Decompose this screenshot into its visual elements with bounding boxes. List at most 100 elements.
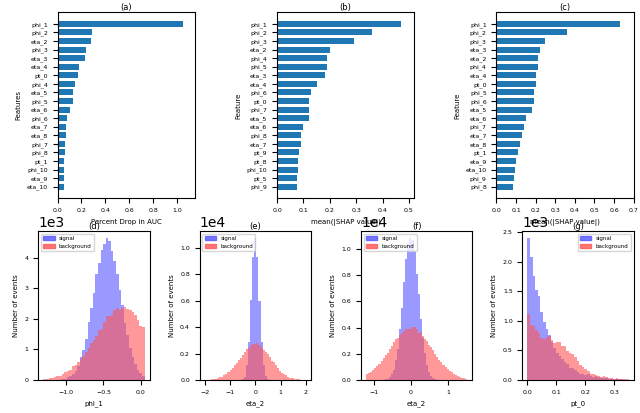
Bar [401,333,403,380]
Bar [497,175,514,181]
Bar [412,240,413,380]
Bar [44,379,46,380]
Bar [262,350,264,380]
Bar [432,350,434,380]
Bar [246,365,248,380]
Bar [108,316,111,380]
Bar [497,132,522,138]
Bar [393,342,395,380]
Bar [58,29,92,36]
Bar [497,124,524,130]
Bar [548,335,551,380]
Bar [566,363,569,380]
Bar [277,368,279,380]
Bar [227,373,230,380]
Bar [140,373,142,380]
Bar [262,366,264,380]
Bar [277,132,301,138]
Bar [564,362,566,380]
Bar [618,379,621,380]
Bar [56,377,59,380]
Bar [67,377,69,380]
Bar [366,374,368,380]
Bar [284,375,285,380]
Bar [58,175,63,181]
Bar [252,257,254,380]
Bar [436,357,438,380]
Title: (f): (f) [412,221,421,230]
Bar [415,330,418,380]
Bar [432,378,434,380]
Bar [497,150,518,155]
Bar [497,98,534,104]
Bar [277,107,308,113]
Bar [538,332,540,380]
Bar [58,90,73,95]
Bar [497,21,620,27]
Bar [455,375,457,380]
Bar [616,379,618,380]
Bar [127,335,129,380]
Bar [370,373,372,380]
Bar [605,378,608,380]
Bar [113,310,116,380]
Bar [129,310,132,380]
Bar [259,301,260,380]
X-axis label: mean(|SHAP value|): mean(|SHAP value|) [310,218,381,225]
Bar [137,320,140,380]
Bar [623,379,626,380]
Bar [497,81,536,87]
Bar [388,349,391,380]
Bar [277,141,301,147]
X-axis label: eta_2: eta_2 [407,400,426,407]
Bar [248,342,250,380]
Bar [403,331,405,380]
Bar [225,374,227,380]
Bar [257,257,259,380]
Bar [221,377,223,380]
Bar [461,378,463,380]
Bar [465,378,467,380]
Bar [566,351,569,380]
Bar [374,368,376,380]
Bar [621,379,623,380]
Bar [577,361,579,380]
Bar [527,238,530,380]
Bar [413,251,415,380]
Bar [378,364,381,380]
Bar [116,274,118,380]
Bar [106,316,108,380]
Bar [535,330,538,380]
Bar [75,365,77,380]
Bar [408,244,410,380]
Bar [98,330,100,380]
Bar [595,375,597,380]
Bar [220,377,221,380]
Bar [106,238,108,380]
Bar [383,358,385,380]
Bar [497,29,567,36]
Bar [58,158,63,164]
Bar [395,339,397,380]
Bar [242,379,244,380]
Title: (g): (g) [572,221,584,230]
Bar [98,263,100,380]
Bar [59,375,61,380]
Bar [51,378,54,380]
Bar [532,326,535,380]
Bar [530,256,532,380]
Legend: signal, background: signal, background [41,234,94,251]
Bar [95,274,98,380]
Bar [428,344,430,380]
Bar [129,348,132,380]
Bar [100,250,103,380]
Bar [244,377,246,380]
Bar [387,379,388,380]
Bar [430,347,432,380]
Bar [250,300,252,380]
Y-axis label: Number of events: Number of events [13,274,19,337]
Bar [545,337,548,380]
Bar [561,346,564,380]
Bar [88,348,90,380]
Bar [83,349,85,380]
